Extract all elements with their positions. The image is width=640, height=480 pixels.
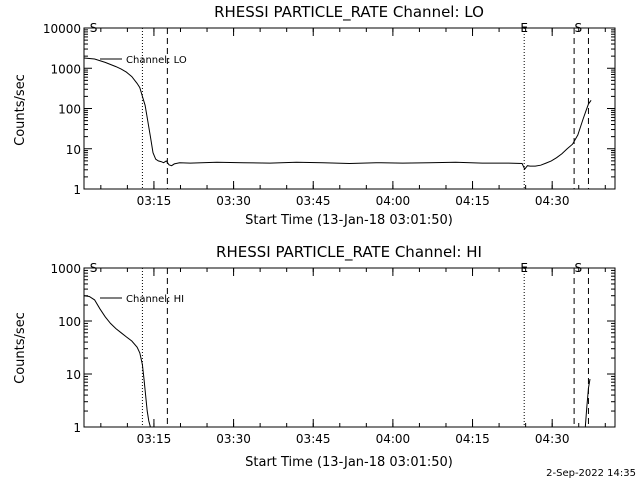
x-tick-label-hi: 03:15	[137, 432, 172, 446]
x-tick-label-hi: 04:00	[376, 432, 411, 446]
event-marker-hi: S	[90, 261, 98, 275]
y-tick-label-lo: 10	[66, 143, 81, 157]
x-tick-label-hi: 03:45	[296, 432, 331, 446]
x-axis-label-hi: Start Time (13-Jan-18 03:01:50)	[245, 455, 453, 470]
series-line-lo	[83, 57, 592, 171]
y-tick-label-hi: 1	[73, 421, 81, 435]
x-tick-label-hi: 04:15	[455, 432, 490, 446]
x-tick-label-lo: 04:15	[455, 194, 490, 208]
event-marker-lo: S	[575, 21, 583, 35]
x-axis-label-lo: Start Time (13-Jan-18 03:01:50)	[245, 213, 453, 228]
x-tick-label-hi: 04:30	[535, 432, 570, 446]
y-tick-label-hi: 1000	[50, 262, 81, 276]
y-axis-label-lo: Counts/sec	[13, 74, 28, 146]
series-line-hi	[83, 295, 151, 428]
event-marker-hi: S	[575, 261, 583, 275]
y-axis-label-hi: Counts/sec	[13, 312, 28, 384]
y-tick-label-hi: 100	[58, 315, 81, 329]
x-tick-label-lo: 03:45	[296, 194, 331, 208]
y-tick-label-hi: 10	[66, 368, 81, 382]
event-marker-lo: E	[520, 21, 528, 35]
event-marker-lo: S	[90, 21, 98, 35]
legend-label-hi: Channel: HI	[126, 294, 184, 305]
series-line-tail-hi	[584, 379, 591, 428]
x-tick-label-lo: 04:30	[535, 194, 570, 208]
legend-label-lo: Channel: LO	[126, 55, 187, 66]
event-marker-hi: E	[520, 261, 528, 275]
x-tick-label-lo: 04:00	[376, 194, 411, 208]
y-tick-label-lo: 10000	[43, 22, 81, 36]
timestamp-stamp: 2-Sep-2022 14:35	[546, 468, 636, 479]
panel-lo: RHESSI PARTICLE_RATE Channel: LO Start T…	[13, 3, 616, 228]
chart-title-lo: RHESSI PARTICLE_RATE Channel: LO	[214, 3, 484, 22]
panel-hi: RHESSI PARTICLE_RATE Channel: HI Start T…	[13, 243, 616, 470]
y-tick-label-lo: 100	[58, 103, 81, 117]
x-tick-label-lo: 03:15	[137, 194, 172, 208]
y-tick-label-lo: 1	[73, 183, 81, 197]
y-tick-label-lo: 1000	[50, 62, 81, 76]
x-tick-label-hi: 03:30	[216, 432, 251, 446]
plot-frame-hi	[83, 267, 616, 428]
x-tick-label-lo: 03:30	[216, 194, 251, 208]
chart-title-hi: RHESSI PARTICLE_RATE Channel: HI	[216, 243, 482, 262]
